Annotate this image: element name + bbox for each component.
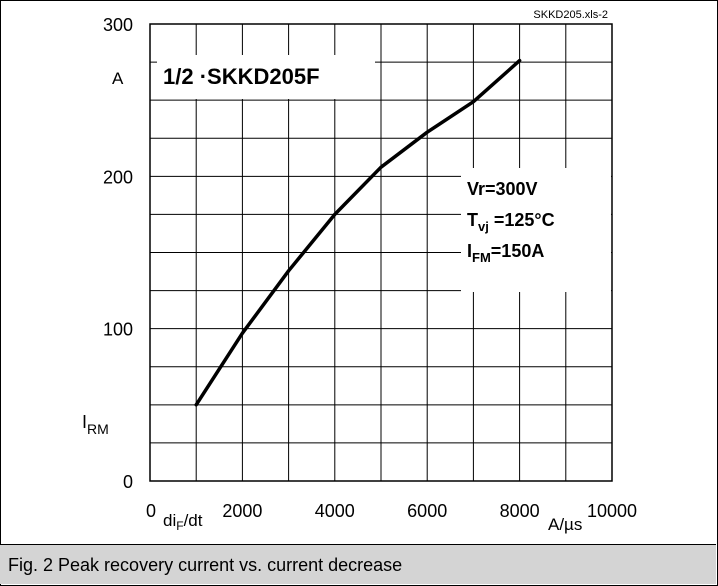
x-axis-unit: A/µs [548, 515, 582, 534]
condition-tail: =125°C [489, 210, 555, 230]
x-axis-label: diF/dt [163, 511, 203, 533]
x-tick-label: 6000 [407, 501, 447, 521]
y-axis-label-sub: RM [87, 421, 109, 437]
condition-main: I [467, 241, 472, 261]
file-tag: SKKD205.xls-2 [533, 9, 608, 21]
y-tick-label: 200 [103, 167, 133, 187]
condition-sub: FM [472, 250, 491, 265]
y-tick-labels: 0 100 200 300 [103, 15, 133, 492]
y-axis-label: IRM [82, 412, 109, 437]
plot-area-border [149, 23, 613, 482]
condition-line: Vr=300V [467, 179, 538, 199]
x-axis-label-main: di [163, 511, 176, 530]
condition-line: Tvj =125°C [467, 210, 555, 234]
condition-tail: =150A [491, 241, 545, 261]
x-tick-label: 0 [146, 501, 156, 521]
y-tick-label: 0 [123, 472, 133, 492]
x-axis-label-tail: /dt [184, 511, 203, 530]
chart-title: 1/2 ·SKKD205F [163, 64, 320, 89]
x-tick-labels: 0 2000 4000 6000 8000 10000 [146, 501, 637, 521]
x-tick-label: 10000 [587, 501, 637, 521]
condition-main: T [467, 210, 478, 230]
x-tick-label: 4000 [315, 501, 355, 521]
series-line [194, 58, 522, 407]
chart-title-background [157, 55, 375, 99]
y-axis-label-main: I [82, 412, 87, 432]
condition-main: Vr=300V [467, 179, 538, 199]
conditions-background [461, 168, 611, 292]
x-axis-label-sub: F [176, 519, 183, 533]
condition-line: IFM=150A [467, 241, 544, 265]
x-tick-label: 2000 [222, 501, 262, 521]
y-tick-label: 300 [103, 15, 133, 35]
figure-caption: Fig. 2 Peak recovery current vs. current… [0, 544, 716, 584]
y-tick-label: 100 [103, 320, 133, 340]
x-tick-label: 8000 [500, 501, 540, 521]
grid-lines [150, 24, 612, 481]
y-axis-unit: A [112, 69, 124, 88]
condition-sub: vj [478, 219, 489, 234]
conditions-legend: Vr=300V Tvj =125°C IFM=150A [467, 179, 555, 265]
